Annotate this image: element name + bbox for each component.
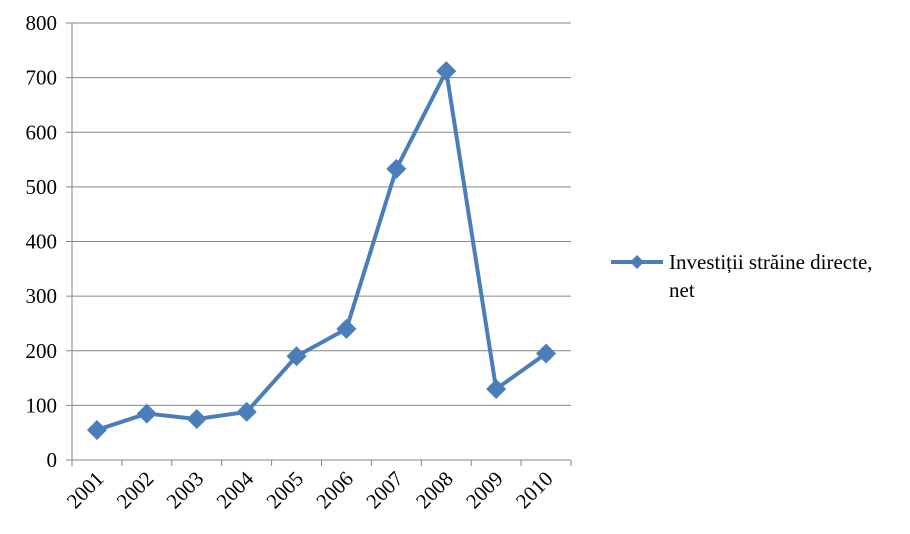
data-point-marker — [236, 401, 257, 422]
legend-label-line2: net — [669, 278, 695, 302]
data-point-marker — [186, 409, 207, 430]
x-tick-labels: 2001 2002 2003 2004 2005 2006 2007 2008 2009 2010 — [62, 466, 558, 513]
data-point-marker — [486, 378, 507, 399]
y-tick-label: 0 — [47, 448, 58, 472]
x-tick-label: 2005 — [261, 467, 308, 514]
series-investitii — [86, 61, 557, 440]
axes — [66, 22, 572, 466]
legend-diamond-marker — [630, 255, 644, 269]
data-point-marker — [536, 343, 557, 364]
data-point-marker — [436, 61, 457, 82]
data-point-marker — [86, 419, 107, 440]
x-tick-label: 2009 — [461, 467, 508, 514]
data-point-marker — [336, 318, 357, 339]
legend-label-line1: Investiții străine directe, — [669, 250, 873, 274]
y-tick-labels: 0 100 200 300 400 500 600 700 800 — [26, 11, 58, 472]
y-tick-label: 100 — [26, 393, 58, 417]
y-tick-label: 700 — [26, 66, 58, 90]
y-tick-label: 200 — [26, 339, 58, 363]
y-tick-label: 500 — [26, 175, 58, 199]
x-tick-label: 2001 — [62, 467, 109, 514]
x-tick-label: 2006 — [311, 467, 358, 514]
y-tick-label: 600 — [26, 120, 58, 144]
y-tick-label: 400 — [26, 230, 58, 254]
x-tick-label: 2010 — [511, 467, 558, 514]
y-tick-label: 300 — [26, 284, 58, 308]
gridlines — [72, 22, 571, 406]
data-point-marker — [286, 346, 307, 367]
x-tick-label: 2008 — [411, 467, 458, 514]
data-point-marker — [136, 403, 157, 424]
x-tick-label: 2004 — [212, 466, 259, 513]
x-tick-label: 2003 — [162, 467, 209, 514]
x-tick-label: 2007 — [361, 467, 408, 514]
y-tick-label: 800 — [26, 11, 58, 35]
x-tick-label: 2002 — [112, 467, 159, 514]
legend: Investiții străine directe, net — [611, 250, 873, 302]
series-line — [96, 69, 548, 432]
data-point-marker — [386, 158, 407, 179]
